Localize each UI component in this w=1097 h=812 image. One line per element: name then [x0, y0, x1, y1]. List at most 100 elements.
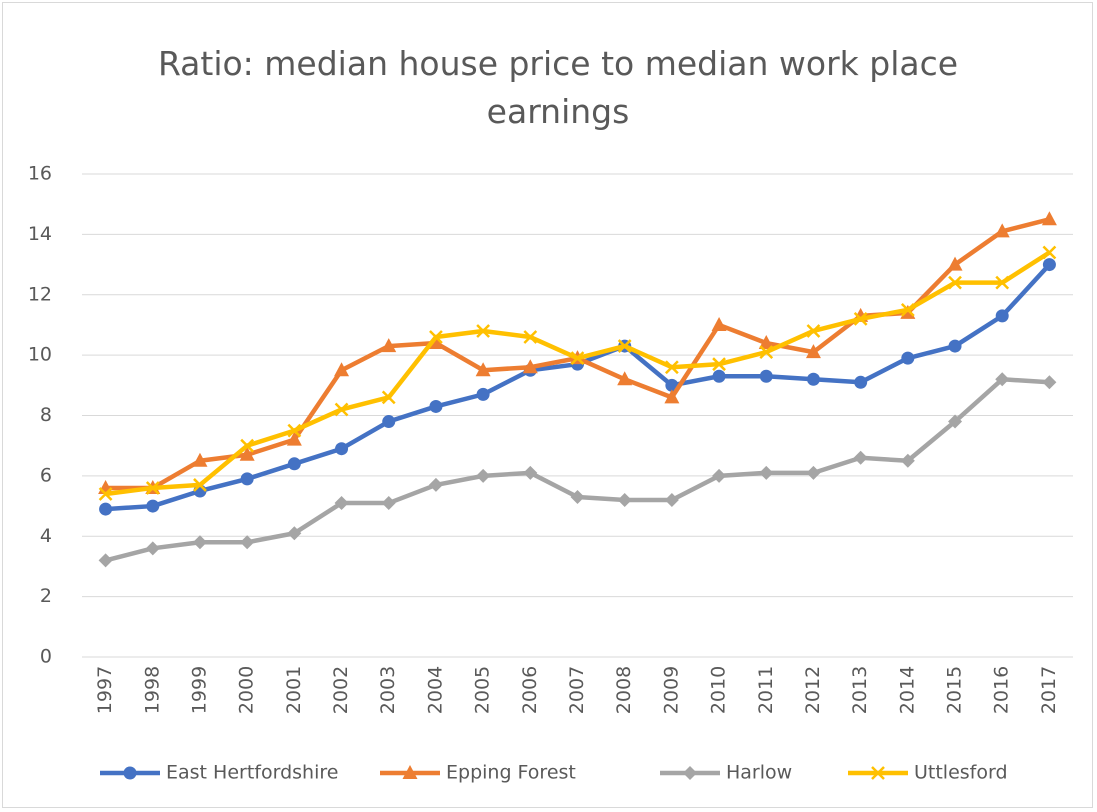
x-tick-label: 2000 [236, 666, 258, 714]
data-point [948, 275, 962, 290]
data-point [98, 553, 113, 568]
data-point [617, 493, 632, 508]
data-point [240, 472, 254, 486]
data-point [995, 372, 1010, 387]
data-point [1042, 258, 1056, 272]
data-point [381, 390, 396, 405]
data-point [287, 457, 301, 471]
data-point [240, 438, 255, 453]
data-point [476, 324, 491, 338]
y-tick-label: 12 [28, 283, 52, 305]
y-tick-label: 4 [40, 525, 52, 547]
data-point [664, 493, 679, 508]
data-point [995, 275, 1010, 290]
data-point [476, 387, 490, 401]
data-point [901, 351, 915, 365]
x-tick-label: 2003 [377, 666, 399, 714]
data-point [1041, 211, 1057, 226]
data-point [712, 357, 726, 372]
y-tick-label: 0 [40, 646, 52, 668]
x-tick-label: 1999 [188, 666, 210, 714]
data-point [475, 362, 491, 377]
data-point [805, 344, 821, 359]
x-tick-label: 2016 [991, 666, 1013, 714]
data-point [617, 339, 632, 353]
data-point [145, 481, 160, 495]
data-point [994, 223, 1010, 238]
x-tick-label: 1997 [94, 666, 116, 714]
data-point [287, 526, 302, 541]
data-point [476, 468, 491, 483]
data-point [381, 338, 397, 353]
y-tick-label: 6 [40, 464, 52, 486]
data-point [192, 535, 207, 550]
data-point [759, 369, 773, 383]
data-point [382, 415, 396, 429]
data-point [192, 452, 208, 467]
data-point [334, 362, 350, 377]
data-point [948, 414, 963, 429]
data-point [523, 465, 538, 480]
data-point [98, 487, 113, 501]
x-tick-label: 2004 [424, 666, 446, 714]
series-line [105, 377, 1050, 563]
y-tick-label: 8 [40, 404, 52, 426]
data-point [429, 399, 443, 413]
legend-label: East Hertfordshire [166, 762, 338, 784]
legend-label: Uttlesford [914, 762, 1008, 784]
data-point [712, 468, 727, 483]
data-point [287, 423, 302, 438]
data-point [522, 359, 538, 374]
data-point [806, 324, 821, 338]
data-point [99, 502, 113, 516]
x-tick-label: 2017 [1038, 666, 1060, 714]
data-point [335, 442, 349, 456]
x-tick-label: 2013 [849, 666, 871, 714]
data-point [570, 351, 585, 366]
x-tick-label: 2010 [708, 666, 730, 714]
data-point [286, 431, 302, 446]
data-point [900, 302, 915, 317]
x-tick-label: 2007 [566, 666, 588, 714]
legend-marker [402, 765, 418, 779]
data-point [145, 541, 160, 556]
y-tick-label: 10 [28, 344, 52, 366]
data-point [806, 372, 820, 386]
legend-label: Harlow [726, 762, 792, 784]
x-tick-label: 2002 [330, 666, 352, 714]
y-tick-label: 2 [40, 585, 52, 607]
x-tick-label: 2015 [944, 666, 966, 714]
x-tick-label: 2014 [896, 666, 918, 714]
data-point [617, 371, 633, 386]
data-point [664, 389, 680, 404]
data-point [759, 345, 774, 359]
data-point [1042, 375, 1057, 390]
x-tick-label: 2012 [802, 666, 824, 714]
x-tick-label: 1998 [141, 666, 163, 714]
legend-label: Epping Forest [446, 762, 576, 784]
data-point [853, 450, 868, 465]
x-tick-label: 2006 [519, 666, 541, 714]
x-tick-label: 2009 [660, 666, 682, 714]
data-point [334, 496, 349, 511]
data-point [429, 330, 443, 344]
data-point [711, 316, 727, 331]
data-point [570, 490, 585, 505]
data-point [853, 312, 868, 326]
legend-marker [871, 766, 885, 780]
y-tick-label: 16 [28, 163, 52, 185]
legend-marker [123, 766, 137, 780]
data-point [381, 496, 396, 511]
x-tick-label: 2011 [755, 666, 777, 714]
data-point [712, 369, 726, 383]
x-tick-label: 2008 [613, 666, 635, 714]
data-point [900, 453, 915, 468]
data-point [758, 335, 774, 350]
data-point [239, 446, 255, 461]
data-point [759, 465, 774, 480]
data-point [428, 477, 443, 492]
data-point [240, 535, 255, 550]
y-tick-label: 14 [28, 223, 52, 245]
